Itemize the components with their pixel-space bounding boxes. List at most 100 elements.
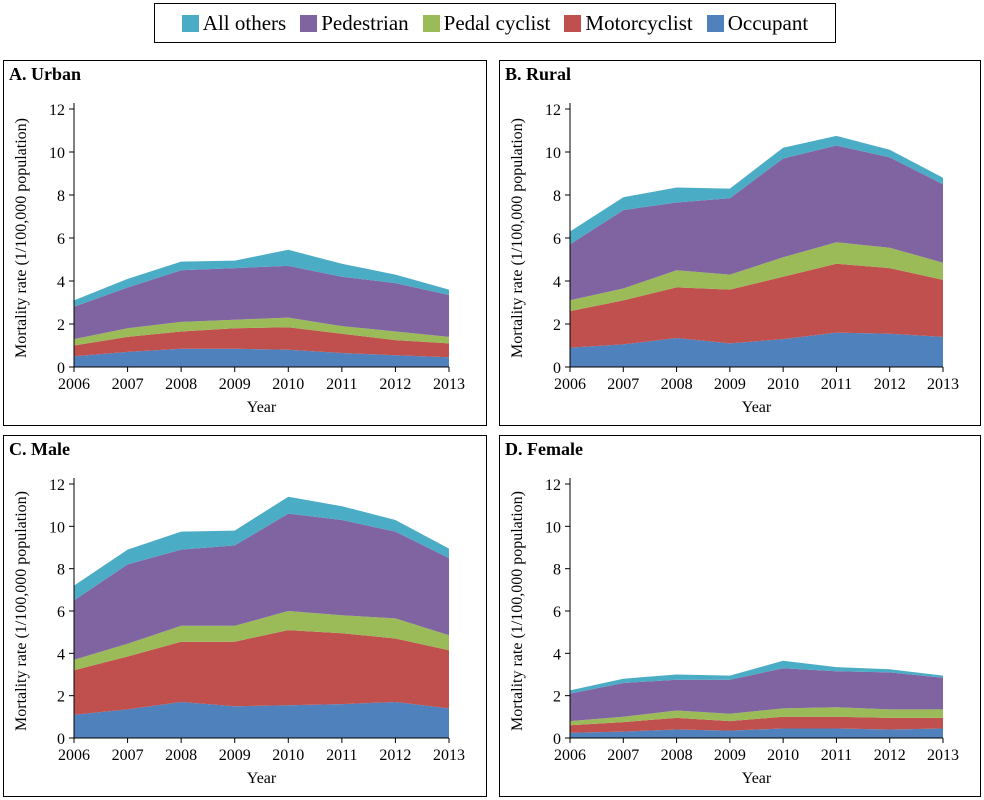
x-tick-label: 2013 (927, 376, 959, 393)
x-axis-label: Year (742, 399, 772, 416)
x-tick-label: 2013 (433, 376, 465, 393)
area-motorcyclist (74, 327, 449, 358)
area-all-others (570, 660, 943, 694)
panel-rural: B. Rural 0 2 4 6 8 10 12 2006 2007 2008 2009 2010 20… (499, 60, 981, 426)
area-pedal-cyclist (570, 707, 943, 726)
x-tick-label: 2010 (272, 747, 304, 764)
y-tick-label: 0 (57, 731, 65, 748)
chart-female: 0 2 4 6 8 10 12 2006 2007 2008 2009 2010 2011 2012 201… (509, 477, 959, 787)
area-motorcyclist (74, 630, 449, 715)
area-motorcyclist (570, 263, 943, 348)
panel-title: C. Male (9, 439, 70, 459)
legend: All others Pedestrian Pedal cyclist Moto… (154, 3, 836, 43)
x-tick-label: 2007 (607, 376, 639, 393)
x-tick-label: 2012 (874, 747, 906, 764)
x-tick-label: 2008 (165, 376, 197, 393)
legend-label: Occupant (727, 10, 809, 35)
x-tick-label: 2007 (607, 747, 639, 764)
area-pedestrian (570, 668, 943, 722)
y-tick-label: 6 (57, 604, 65, 621)
panel-title: B. Rural (505, 64, 572, 84)
area-pedal-cyclist (74, 317, 449, 346)
y-tick-label: 4 (553, 274, 561, 291)
panel-title: A. Urban (9, 64, 82, 84)
x-tick-label: 2012 (874, 376, 906, 393)
y-tick-label: 2 (57, 689, 65, 706)
x-tick-label: 2009 (714, 747, 746, 764)
panel-urban: A. Urban 0 2 4 6 8 10 12 2006 2007 2008 2009 2010 20… (3, 60, 487, 426)
legend-label: Motorcyclist (585, 10, 693, 35)
y-tick-label: 6 (553, 231, 561, 248)
y-tick-label: 6 (57, 231, 65, 248)
y-axis-label: Mortality rate (1/100,000 population) (13, 118, 30, 358)
legend-item-occupant: Occupant (706, 10, 809, 36)
x-tick-label: 2006 (554, 376, 586, 393)
y-tick-label: 10 (49, 145, 65, 162)
y-tick-label: 12 (49, 477, 65, 494)
x-tick-label: 2013 (927, 747, 959, 764)
x-tick-label: 2011 (821, 376, 852, 393)
y-tick-label: 6 (553, 604, 561, 621)
legend-label: Pedal cyclist (443, 10, 551, 35)
y-axis-label: Mortality rate (1/100,000 population) (509, 491, 526, 731)
x-tick-label: 2010 (767, 376, 799, 393)
legend-label: Pedestrian (321, 10, 409, 35)
area-all-others (74, 249, 449, 307)
x-tick-label: 2010 (272, 376, 304, 393)
y-tick-label: 0 (553, 360, 561, 377)
legend-label: All others (202, 10, 287, 35)
x-tick-label: 2008 (661, 376, 693, 393)
y-tick-label: 8 (57, 188, 65, 205)
x-axis-label: Year (742, 770, 772, 787)
chart-rural: 0 2 4 6 8 10 12 2006 2007 2008 2009 2010 2011 2012 201… (509, 102, 959, 416)
x-tick-label: 2011 (326, 376, 357, 393)
x-tick-label: 2006 (58, 747, 90, 764)
area-all-others (74, 496, 449, 601)
y-tick-label: 12 (545, 477, 561, 494)
area-motorcyclist (570, 716, 943, 733)
y-tick-label: 0 (553, 731, 561, 748)
y-tick-label: 2 (553, 317, 561, 334)
x-tick-label: 2012 (379, 747, 411, 764)
y-tick-label: 4 (57, 274, 65, 291)
area-occupant (74, 348, 449, 367)
area-pedestrian (74, 265, 449, 340)
area-pedestrian (570, 145, 943, 301)
area-pedal-cyclist (570, 242, 943, 312)
x-tick-label: 2006 (58, 376, 90, 393)
chart-urban: 0 2 4 6 8 10 12 2006 2007 2008 2009 2010 2011 2012 201… (13, 102, 465, 416)
y-tick-label: 4 (57, 646, 65, 663)
legend-swatch (422, 14, 440, 32)
legend-swatch (300, 14, 318, 32)
y-axis-label: Mortality rate (1/100,000 population) (13, 491, 30, 731)
legend-swatch (706, 14, 724, 32)
y-tick-label: 8 (57, 562, 65, 579)
x-tick-label: 2009 (219, 747, 251, 764)
x-tick-label: 2013 (433, 747, 465, 764)
x-tick-label: 2008 (661, 747, 693, 764)
legend-item-all-others: All others (181, 10, 287, 36)
panel-male: C. Male 0 2 4 6 8 10 12 2006 2007 2008 2009 2010 201… (3, 435, 487, 797)
y-tick-label: 10 (545, 519, 561, 536)
x-tick-label: 2010 (767, 747, 799, 764)
y-axis-label: Mortality rate (1/100,000 population) (509, 118, 526, 358)
legend-item-pedestrian: Pedestrian (300, 10, 409, 36)
chart-male: 0 2 4 6 8 10 12 2006 2007 2008 2009 2010 2011 2012 201… (13, 477, 465, 787)
y-tick-label: 2 (57, 317, 65, 334)
legend-swatch (181, 14, 199, 32)
y-tick-label: 8 (553, 562, 561, 579)
y-tick-label: 10 (49, 519, 65, 536)
x-tick-label: 2006 (554, 747, 586, 764)
area-occupant (570, 332, 943, 367)
x-tick-label: 2009 (219, 376, 251, 393)
legend-item-pedal-cyclist: Pedal cyclist (422, 10, 551, 36)
y-tick-label: 10 (545, 145, 561, 162)
panel-title: D. Female (505, 439, 583, 459)
y-tick-label: 2 (553, 689, 561, 706)
area-pedestrian (74, 513, 449, 660)
x-tick-label: 2008 (165, 747, 197, 764)
legend-item-motorcyclist: Motorcyclist (564, 10, 693, 36)
y-tick-label: 0 (57, 360, 65, 377)
x-tick-label: 2009 (714, 376, 746, 393)
x-tick-label: 2012 (379, 376, 411, 393)
